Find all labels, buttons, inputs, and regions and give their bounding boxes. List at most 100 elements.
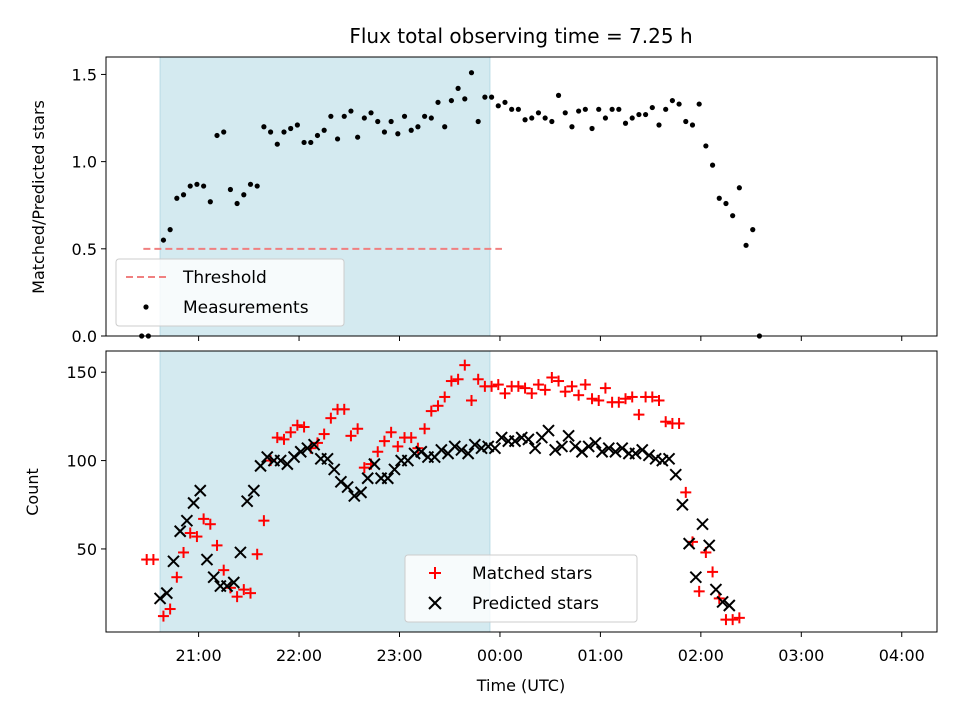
matched-star-point [291, 419, 303, 431]
measurement-point [301, 139, 307, 146]
x-axis-label: Time (UTC) [476, 676, 565, 695]
predicted-star-point [723, 599, 736, 612]
measurement-point [381, 129, 388, 135]
matched-star-point [358, 462, 370, 474]
measurement-point [227, 186, 234, 193]
predicted-star-point [448, 440, 461, 453]
measurement-point [388, 118, 394, 125]
matched-star-point [432, 400, 444, 412]
predicted-star-point [200, 553, 214, 566]
matched-star-point [244, 587, 256, 599]
measurement-point [334, 136, 341, 142]
bottom-y-ticks: 50 100 150 [66, 363, 106, 559]
matched-star-point [546, 372, 558, 384]
legend-threshold-label: Threshold [182, 268, 267, 288]
predicted-star-point [682, 537, 696, 550]
matched-star-point [539, 384, 551, 396]
matched-star-point [486, 380, 498, 392]
predicted-star-point [187, 496, 200, 510]
predicted-star-point [461, 447, 475, 460]
measurement-point [535, 110, 542, 116]
predicted-star-point [321, 452, 334, 466]
top-x-ticks [198, 336, 903, 341]
measurement-point [703, 143, 709, 149]
measurement-point [428, 115, 434, 121]
bottom-legend: Matched stars Predicted stars [404, 554, 638, 623]
measurement-point [542, 115, 548, 121]
predicted-star-point [173, 525, 187, 538]
matched-star-point [727, 614, 739, 626]
measurement-point [254, 183, 260, 189]
measurement-point [569, 124, 575, 130]
measurement-point [194, 181, 200, 187]
measurement-point [689, 122, 696, 128]
measurement-point [180, 192, 187, 198]
bottom-x-ticks: 21:00 22:00 23:00 00:00 01:00 02:00 03:00 04:00 [176, 632, 925, 665]
matched-star-point [646, 391, 658, 403]
matched-star-point [693, 585, 705, 597]
matched-star-point [559, 386, 571, 398]
predicted-star-point [709, 583, 723, 596]
matched-star-point [445, 375, 457, 387]
measurement-point [435, 99, 441, 105]
matched-star-point [465, 394, 477, 406]
measurement-point [602, 115, 609, 121]
measurement-point [482, 94, 488, 100]
matched-star-point [660, 416, 672, 428]
matched-star-point [372, 446, 384, 458]
x-tick-label: 22:00 [276, 646, 322, 665]
measurement-point [455, 85, 461, 91]
measurement-point [495, 103, 501, 109]
predicted-star-point [548, 443, 562, 457]
matched-star-point [258, 515, 270, 527]
matched-star-point [198, 513, 210, 525]
measurement-point [321, 127, 327, 133]
predicted-star-point [669, 468, 682, 481]
predicted-star-point [495, 431, 508, 444]
matched-star-point [707, 566, 719, 578]
measurement-point [576, 108, 582, 114]
measurement-point [281, 129, 287, 135]
measurement-point [368, 110, 374, 116]
measurement-point [502, 99, 508, 105]
predicted-star-point [301, 441, 314, 455]
measurement-point [529, 115, 535, 121]
matched-star-point [164, 603, 176, 615]
predicted-star-point [629, 447, 642, 460]
predicted-star-points [153, 424, 736, 612]
measurement-point [736, 185, 742, 191]
matched-star-point [285, 426, 297, 438]
matched-star-point [499, 387, 511, 399]
matched-star-point [405, 432, 417, 444]
measurement-point [743, 242, 749, 248]
legend-predicted-label: Predicted stars [472, 594, 599, 614]
measurement-point [241, 192, 247, 198]
measurement-point [616, 106, 622, 112]
matched-star-point [238, 584, 250, 596]
top-panel-frame [105, 56, 938, 337]
matched-star-point [171, 571, 183, 583]
bottom-y-tick-label: 150 [66, 363, 97, 382]
measurement-point [375, 118, 381, 125]
top-y-tick-label: 0.5 [72, 240, 97, 259]
predicted-star-point [542, 424, 555, 437]
measurement-point [247, 181, 254, 187]
predicted-star-point [522, 433, 535, 446]
predicted-star-point [354, 486, 368, 499]
predicted-star-point [160, 586, 173, 600]
predicted-star-point [455, 443, 468, 457]
x-tick-label: 01:00 [577, 646, 623, 665]
x-tick-label: 23:00 [376, 646, 422, 665]
predicted-star-point [240, 495, 254, 508]
measurement-point [308, 139, 314, 146]
measurement-point [589, 125, 595, 132]
predicted-star-point [642, 449, 656, 462]
measurement-point [509, 106, 515, 112]
matched-star-point [325, 412, 337, 424]
matched-star-point [352, 423, 364, 435]
legend-matched-label: Matched stars [472, 564, 592, 584]
matched-star-point [653, 394, 665, 406]
measurement-point [582, 106, 588, 112]
x-tick-label: 00:00 [477, 646, 523, 665]
